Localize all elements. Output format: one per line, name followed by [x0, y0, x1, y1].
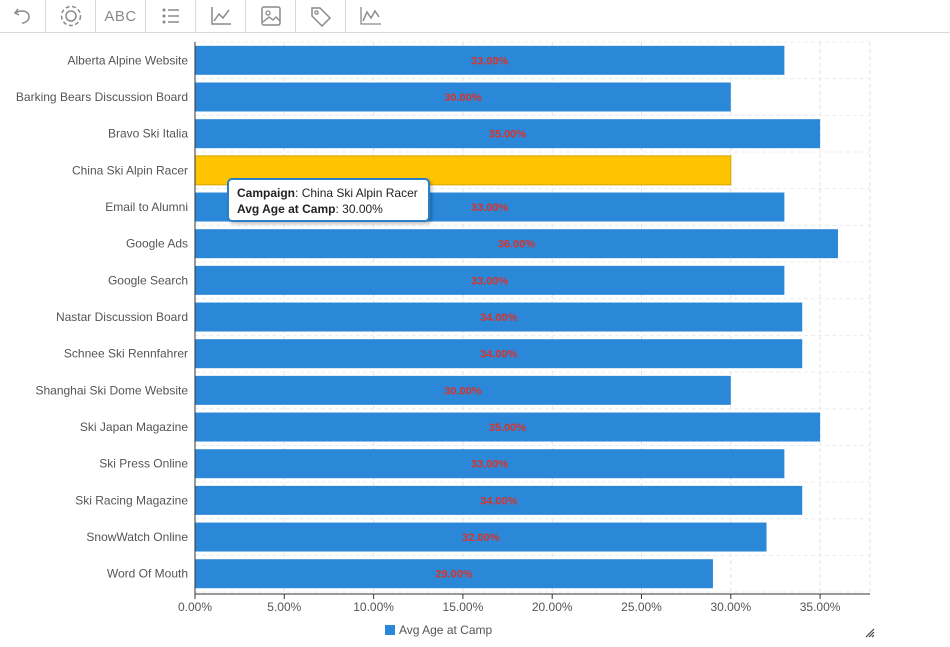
data-label: 34.00% — [480, 349, 518, 361]
bar[interactable] — [195, 375, 731, 405]
undo-button[interactable] — [0, 0, 46, 32]
category-label: Nastar Discussion Board — [56, 310, 188, 324]
bar[interactable] — [195, 229, 838, 259]
image-icon — [260, 5, 282, 27]
category-label: China Ski Alpin Racer — [72, 163, 188, 177]
bar[interactable] — [195, 302, 803, 332]
tooltip-metric-value: 30.00% — [342, 202, 383, 216]
bar[interactable] — [195, 45, 785, 75]
chart-tooltip: Campaign: China Ski Alpin Racer Avg Age … — [227, 178, 430, 222]
text-label-button[interactable]: ABC — [96, 0, 146, 32]
undo-icon — [12, 6, 34, 26]
category-label: Email to Alumni — [105, 200, 188, 214]
category-label: Ski Racing Magazine — [75, 493, 188, 507]
category-label: Barking Bears Discussion Board — [16, 90, 188, 104]
bar[interactable] — [195, 449, 785, 479]
data-label: 35.00% — [489, 422, 527, 434]
tag-icon — [309, 5, 333, 27]
data-label: 34.00% — [480, 495, 518, 507]
list-button[interactable] — [146, 0, 196, 32]
bar[interactable] — [195, 412, 821, 442]
data-label: 32.00% — [462, 532, 500, 544]
category-label: Schnee Ski Rennfahrer — [64, 347, 188, 361]
legend-swatch — [385, 625, 395, 635]
x-tick-label: 15.00% — [443, 600, 484, 614]
data-label: 34.00% — [480, 312, 518, 324]
tag-button[interactable] — [296, 0, 346, 32]
x-tick-label: 30.00% — [710, 600, 751, 614]
x-tick-label: 10.00% — [353, 600, 394, 614]
data-label: 33.00% — [471, 55, 509, 67]
bar[interactable] — [195, 265, 785, 295]
trend-line-button[interactable] — [346, 0, 396, 32]
data-label: 35.00% — [489, 129, 527, 141]
chart-toolbar: ABC — [0, 0, 950, 33]
resize-handle-icon[interactable] — [864, 627, 876, 639]
axis-icon — [209, 5, 233, 27]
axis-button[interactable] — [196, 0, 246, 32]
tooltip-metric-row: Avg Age at Camp: 30.00% — [237, 202, 383, 216]
text-label-icon: ABC — [104, 7, 137, 25]
chart-legend[interactable]: Avg Age at Camp — [385, 622, 492, 638]
settings-button[interactable] — [46, 0, 96, 32]
data-label: 30.00% — [444, 92, 482, 104]
list-icon — [160, 6, 182, 26]
category-label: Ski Press Online — [99, 457, 188, 471]
data-label: 33.00% — [471, 459, 509, 471]
legend-label: Avg Age at Camp — [399, 623, 493, 637]
data-label: 29.00% — [435, 569, 473, 581]
category-label: Bravo Ski Italia — [108, 127, 188, 141]
trend-line-icon — [359, 5, 383, 27]
category-label: SnowWatch Online — [86, 530, 188, 544]
tooltip-campaign-row: Campaign: China Ski Alpin Racer — [237, 186, 418, 200]
data-label: 33.00% — [471, 275, 509, 287]
x-tick-label: 25.00% — [621, 600, 662, 614]
x-tick-label: 0.00% — [178, 600, 212, 614]
x-tick-label: 35.00% — [800, 600, 841, 614]
bar[interactable] — [195, 559, 713, 589]
x-tick-label: 5.00% — [267, 600, 301, 614]
data-label: 30.00% — [444, 385, 482, 397]
image-button[interactable] — [246, 0, 296, 32]
data-label: 33.00% — [471, 202, 509, 214]
category-label: Word Of Mouth — [107, 567, 188, 581]
bar[interactable] — [195, 339, 803, 369]
bar[interactable] — [195, 119, 821, 149]
tooltip-metric-key: Avg Age at Camp — [237, 202, 336, 216]
settings-icon — [58, 3, 84, 29]
tooltip-campaign-key: Campaign — [237, 186, 296, 200]
x-tick-label: 20.00% — [532, 600, 573, 614]
data-label: 36.00% — [498, 239, 536, 251]
tooltip-campaign-value: China Ski Alpin Racer — [301, 186, 418, 200]
category-label: Ski Japan Magazine — [80, 420, 188, 434]
bar[interactable] — [195, 522, 767, 552]
bar[interactable] — [195, 485, 803, 515]
category-label: Google Ads — [126, 237, 188, 251]
category-label: Google Search — [108, 273, 188, 287]
category-label: Shanghai Ski Dome Website — [35, 383, 188, 397]
category-label: Alberta Alpine Website — [67, 53, 188, 67]
bar[interactable] — [195, 82, 731, 112]
